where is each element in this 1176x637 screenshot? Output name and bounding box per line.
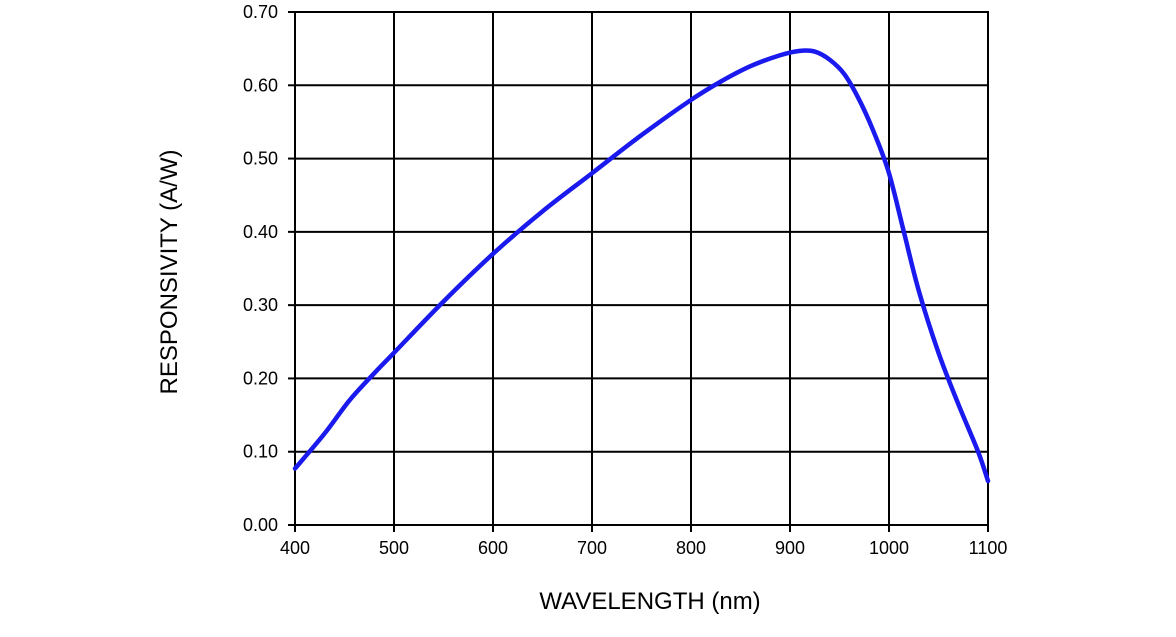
x-tick-label-1000: 1000 xyxy=(869,538,909,558)
x-tick-label-700: 700 xyxy=(577,538,607,558)
y-axis-title: RESPONSIVITY (A/W) xyxy=(156,150,183,395)
y-tick-label-0.70: 0.70 xyxy=(243,2,278,22)
y-tick-label-0.60: 0.60 xyxy=(243,75,278,95)
vertical-gridlines xyxy=(294,12,989,532)
x-tick-label-800: 800 xyxy=(676,538,706,558)
y-tick-label-0.00: 0.00 xyxy=(243,515,278,535)
y-tick-labels: 0.00 0.10 0.20 0.30 0.40 0.50 0.60 0.70 xyxy=(243,2,278,535)
x-tick-label-1100: 1100 xyxy=(969,538,1008,558)
x-tick-label-600: 600 xyxy=(478,538,508,558)
x-tick-label-400: 400 xyxy=(280,538,310,558)
x-tick-label-500: 500 xyxy=(379,538,409,558)
x-tick-label-900: 900 xyxy=(775,538,805,558)
y-tick-label-0.20: 0.20 xyxy=(243,368,278,388)
y-tick-label-0.50: 0.50 xyxy=(243,149,278,169)
y-tick-label-0.30: 0.30 xyxy=(243,295,278,315)
y-tick-label-0.10: 0.10 xyxy=(243,442,278,462)
y-tick-label-0.40: 0.40 xyxy=(243,222,278,242)
series-line-responsivity xyxy=(292,48,991,484)
x-tick-labels: 400 500 600 700 800 900 1000 1100 xyxy=(280,538,1007,558)
plot-frame xyxy=(294,11,989,526)
x-axis-title: WAVELENGTH (nm) xyxy=(539,588,760,615)
